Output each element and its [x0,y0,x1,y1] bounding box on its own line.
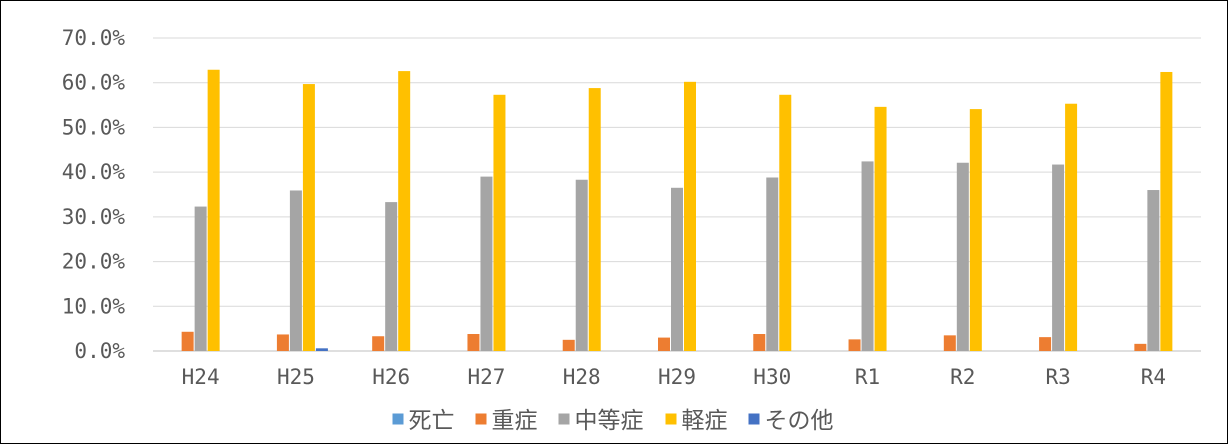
y-tick-label: 20.0% [62,250,126,274]
bar-2-6 [766,177,779,351]
bar-1-10 [1134,343,1147,351]
legend-swatch-4 [748,413,760,425]
bar-2-0 [194,206,207,351]
y-tick-label: 10.0% [62,294,126,318]
legend-swatch-1 [475,413,487,425]
bar-3-6 [779,94,792,351]
bar-1-4 [562,339,575,351]
bar-1-6 [753,334,766,351]
x-tick-label: H26 [372,365,410,389]
bar-2-2 [385,202,398,351]
bar-3-3 [493,94,506,351]
legend-label: その他 [765,408,834,434]
bar-3-9 [1065,103,1078,351]
bar-1-3 [467,334,480,351]
legend-label: 軽症 [682,408,728,434]
x-tick-label: H24 [182,365,220,389]
bar-3-10 [1160,71,1173,352]
legend-label: 中等症 [575,408,644,434]
bar-1-0 [181,331,194,351]
x-tick-label: H29 [658,365,696,389]
bar-3-5 [684,81,696,351]
y-tick-label: 0.0% [74,339,125,363]
legend: 死亡 重症 中等症 軽症 その他 [392,408,834,434]
bar-1-2 [372,336,385,351]
x-tick-label: H28 [563,365,601,389]
bar-2-8 [956,162,969,351]
x-tick-label: R1 [855,365,880,389]
bars [181,69,1173,352]
x-tick-label: R2 [950,365,975,389]
legend-label: 重症 [492,408,538,434]
legend-swatch-0 [392,413,404,425]
bar-3-1 [302,84,315,351]
y-tick-label: 50.0% [62,115,126,139]
x-tick-label: H27 [467,365,505,389]
y-axis-ticks: 0.0% 10.0% 20.0% 30.0% 40.0% 50.0% 60.0% 70.0% [62,26,126,363]
bar-1-7 [848,339,861,351]
legend-swatch-3 [665,413,677,425]
bar-1-9 [1039,337,1052,351]
x-tick-label: H30 [753,365,791,389]
bar-1-8 [943,335,956,351]
bar-2-10 [1147,190,1160,351]
x-tick-label: H25 [277,365,315,389]
bar-2-9 [1052,164,1065,351]
bar-2-7 [861,161,874,351]
bar-3-0 [207,69,220,352]
x-tick-label: R4 [1141,365,1166,389]
y-tick-label: 70.0% [62,26,126,50]
bar-3-4 [588,88,601,351]
bar-4-1 [315,348,328,351]
legend-label: 死亡 [409,408,455,434]
x-axis-ticks: H24 H25 H26 H27 H28 H29 H30 R1 R2 R3 R4 [182,365,1166,389]
bar-2-4 [575,179,588,351]
y-tick-label: 30.0% [62,205,126,229]
y-tick-label: 40.0% [62,160,126,184]
bar-2-1 [289,190,302,351]
x-tick-label: R3 [1045,365,1070,389]
legend-swatch-2 [558,413,570,425]
bar-1-1 [276,334,289,351]
bar-3-2 [398,71,411,352]
bar-3-8 [969,109,982,352]
y-tick-label: 60.0% [62,71,126,95]
bar-2-3 [480,176,493,351]
bar-2-5 [671,187,683,351]
bar-1-5 [658,337,670,351]
bar-3-7 [874,106,887,351]
